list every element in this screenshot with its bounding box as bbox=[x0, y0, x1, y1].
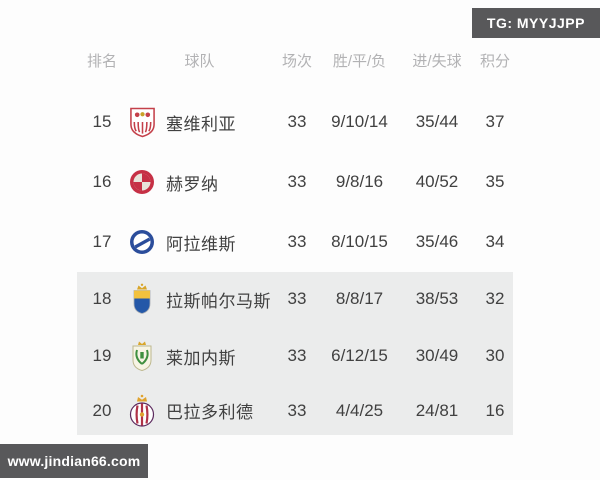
record-cell: 9/10/14 bbox=[331, 112, 388, 131]
points-cell: 34 bbox=[485, 232, 505, 251]
team-name: 赫罗纳 bbox=[166, 174, 219, 194]
team-name: 拉斯帕尔马斯 bbox=[166, 291, 271, 311]
table-row[interactable]: 16 赫罗纳 33 9/8/16 40/52 35 bbox=[77, 152, 513, 212]
team-cell: 巴拉多利德 bbox=[127, 394, 272, 428]
header-rank: 排名 bbox=[86, 52, 117, 70]
relegation-zone: 18 拉斯帕尔马斯 33 8/8/17 38/53 32 19 bbox=[77, 272, 513, 435]
alaves-crest-icon bbox=[127, 225, 157, 259]
rank-cell: 16 bbox=[92, 172, 112, 191]
record-cell: 6/12/15 bbox=[331, 346, 388, 365]
team-cell: 莱加内斯 bbox=[127, 339, 272, 373]
header-record: 胜/平/负 bbox=[332, 52, 387, 70]
rank-cell: 19 bbox=[92, 346, 112, 365]
played-cell: 33 bbox=[287, 112, 307, 131]
team-cell: 拉斯帕尔马斯 bbox=[127, 282, 272, 316]
telegram-badge: TG: MYYJJPP bbox=[471, 8, 600, 38]
valladolid-crest-icon bbox=[127, 394, 157, 428]
team-cell: 赫罗纳 bbox=[127, 165, 272, 199]
header-points: 积分 bbox=[479, 52, 510, 70]
points-cell: 35 bbox=[485, 172, 505, 191]
team-name: 巴拉多利德 bbox=[166, 403, 254, 422]
team-name: 塞维利亚 bbox=[166, 114, 236, 134]
goals-cell: 30/49 bbox=[415, 346, 459, 365]
las-palmas-crest-icon bbox=[127, 282, 157, 316]
played-cell: 33 bbox=[287, 232, 307, 251]
rank-cell: 15 bbox=[92, 112, 112, 131]
rank-cell: 20 bbox=[92, 400, 112, 420]
table-row[interactable]: 17 阿拉维斯 33 8/10/15 35/46 34 bbox=[77, 212, 513, 272]
team-name: 莱加内斯 bbox=[166, 348, 236, 368]
watermark-badge: www.jindian66.com bbox=[0, 444, 148, 478]
points-cell: 16 bbox=[485, 400, 505, 420]
goals-cell: 24/81 bbox=[415, 400, 459, 420]
goals-cell: 35/44 bbox=[415, 112, 459, 131]
girona-crest-icon bbox=[127, 165, 157, 199]
header-goals: 进/失球 bbox=[412, 52, 462, 70]
goals-cell: 40/52 bbox=[415, 172, 459, 191]
header-team: 球队 bbox=[184, 52, 215, 70]
points-cell: 32 bbox=[485, 289, 505, 308]
goals-cell: 35/46 bbox=[415, 232, 459, 251]
rank-cell: 17 bbox=[92, 232, 112, 251]
points-cell: 30 bbox=[485, 346, 505, 365]
leganes-crest-icon bbox=[127, 339, 157, 373]
table-row[interactable]: 20 巴拉多利德 33 4/4/25 24/81 16 bbox=[77, 386, 513, 435]
table-row[interactable]: 15 塞维利亚 33 9/10/14 35/44 37 bbox=[77, 92, 513, 152]
played-cell: 33 bbox=[287, 400, 307, 420]
record-cell: 4/4/25 bbox=[335, 400, 384, 420]
rank-cell: 18 bbox=[92, 289, 112, 308]
table-row[interactable]: 18 拉斯帕尔马斯 33 8/8/17 38/53 32 bbox=[77, 272, 513, 326]
sevilla-crest-icon bbox=[127, 105, 157, 139]
record-cell: 8/8/17 bbox=[335, 289, 384, 308]
team-cell: 阿拉维斯 bbox=[127, 225, 272, 259]
goals-cell: 38/53 bbox=[415, 289, 459, 308]
record-cell: 8/10/15 bbox=[331, 232, 388, 251]
played-cell: 33 bbox=[287, 346, 307, 365]
team-name: 阿拉维斯 bbox=[166, 234, 236, 254]
played-cell: 33 bbox=[287, 289, 307, 308]
header-played: 场次 bbox=[281, 52, 312, 70]
points-cell: 37 bbox=[485, 112, 505, 131]
standings-table: 排名 球队 场次 胜/平/负 进/失球 积分 15 塞维利亚 bbox=[77, 42, 513, 435]
played-cell: 33 bbox=[287, 172, 307, 191]
team-cell: 塞维利亚 bbox=[127, 105, 272, 139]
table-header: 排名 球队 场次 胜/平/负 进/失球 积分 bbox=[77, 42, 513, 78]
table-row[interactable]: 19 莱加内斯 33 6/12/15 30/49 30 bbox=[77, 326, 513, 386]
safe-zone-rows: 15 塞维利亚 33 9/10/14 35/44 37 16 bbox=[77, 92, 513, 272]
record-cell: 9/8/16 bbox=[335, 172, 384, 191]
